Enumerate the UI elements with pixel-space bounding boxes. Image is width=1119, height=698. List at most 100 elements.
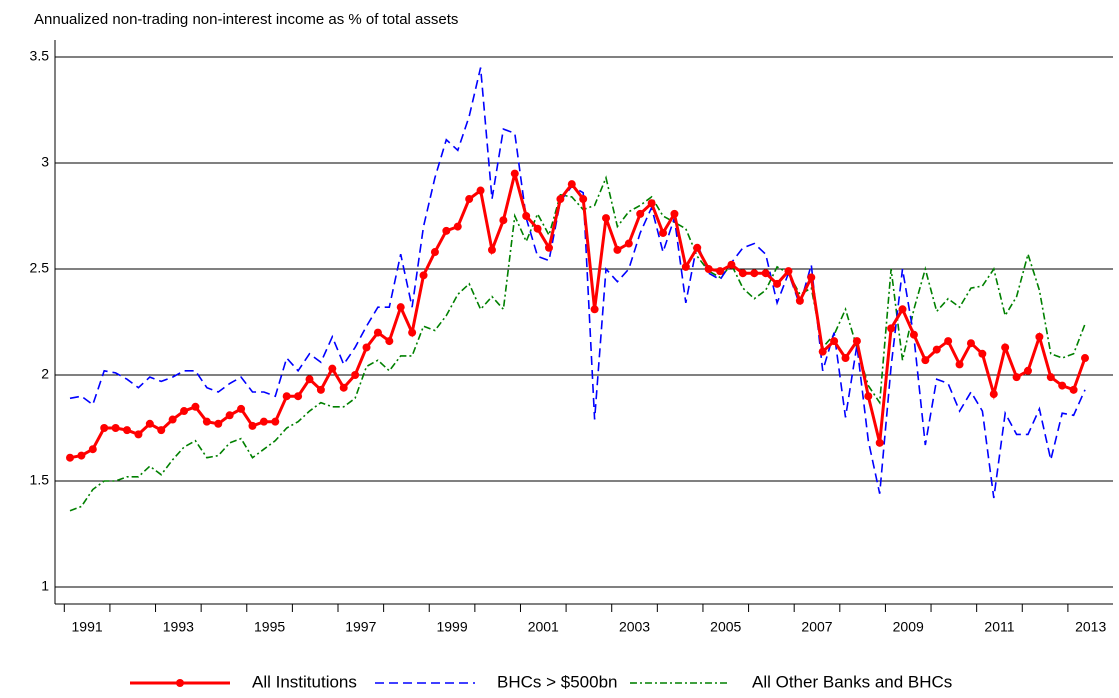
data-point [784, 267, 793, 276]
data-point [191, 402, 200, 411]
data-point [522, 211, 531, 220]
data-point [852, 337, 861, 346]
chart-title: Annualized non-trading non-interest inco… [34, 11, 458, 28]
x-tick-label: 2005 [710, 619, 741, 635]
data-point [237, 404, 246, 413]
data-point [453, 222, 462, 231]
data-point [830, 337, 839, 346]
data-point [1058, 381, 1067, 390]
data-point [761, 269, 770, 278]
data-point [510, 169, 519, 178]
data-point [978, 349, 987, 358]
data-point [339, 383, 348, 392]
x-tick-label: 2007 [801, 619, 832, 635]
data-point [476, 186, 485, 195]
data-point [271, 417, 280, 426]
data-point [1023, 366, 1032, 375]
data-point [362, 343, 371, 352]
x-tick-label: 1993 [163, 619, 194, 635]
series-line [69, 175, 1086, 512]
data-point [145, 419, 154, 428]
data-point [533, 224, 542, 233]
legend-marker [176, 679, 184, 687]
data-point [807, 273, 816, 282]
data-point [168, 415, 177, 424]
y-tick-label: 1.5 [30, 472, 50, 488]
data-point [305, 375, 314, 384]
data-point [499, 216, 508, 225]
data-point [613, 245, 622, 254]
data-point [157, 426, 166, 435]
data-point [316, 385, 325, 394]
data-point [795, 296, 804, 305]
data-point [750, 269, 759, 278]
x-tick-label: 1995 [254, 619, 285, 635]
y-tick-label: 1 [41, 578, 49, 594]
data-point [989, 390, 998, 399]
x-tick-label: 2001 [528, 619, 559, 635]
x-tick-label: 1997 [345, 619, 376, 635]
data-point [1069, 385, 1078, 394]
legend-label: All Other Banks and BHCs [752, 672, 952, 691]
data-point [636, 209, 645, 218]
data-point [77, 451, 86, 460]
data-point [430, 248, 439, 257]
y-tick-label: 2.5 [30, 260, 50, 276]
data-point [442, 226, 451, 235]
data-point [248, 421, 257, 430]
data-point [556, 195, 565, 204]
y-tick-label: 2 [41, 366, 49, 382]
data-point [909, 330, 918, 339]
legend: All Institutions BHCs > $500bn All Other B… [130, 672, 952, 691]
legend-label: All Institutions [252, 672, 357, 691]
data-point [544, 243, 553, 252]
data-point [716, 267, 725, 276]
data-point [704, 264, 713, 273]
data-point [1046, 373, 1055, 382]
data-point [396, 303, 405, 312]
data-point [727, 260, 736, 269]
x-tick-label: 1999 [436, 619, 467, 635]
data-point [841, 354, 850, 363]
data-point [487, 245, 496, 254]
y-tick-label: 3.5 [30, 48, 50, 64]
data-point [579, 195, 588, 204]
x-tick-label: 2011 [984, 619, 1014, 635]
data-point [681, 262, 690, 271]
legend-label: BHCs > $500bn [497, 672, 618, 691]
data-point [738, 269, 747, 278]
data-point [214, 419, 223, 428]
data-point [465, 195, 474, 204]
x-tick-label: 2003 [619, 619, 650, 635]
data-point [875, 438, 884, 447]
data-point [966, 339, 975, 348]
y-tick-label: 3 [41, 154, 49, 170]
data-point [202, 417, 211, 426]
data-point [134, 430, 143, 439]
data-point [408, 328, 417, 337]
data-point [670, 209, 679, 218]
data-point [88, 445, 97, 454]
data-point [1081, 354, 1089, 363]
data-point [693, 243, 702, 252]
data-point [385, 337, 394, 346]
data-point [887, 324, 896, 333]
data-point [773, 279, 782, 288]
data-point [225, 411, 234, 420]
data-point [898, 305, 907, 314]
data-point [1012, 373, 1021, 382]
data-point [373, 328, 382, 337]
data-point [123, 426, 132, 435]
data-point [659, 228, 668, 237]
x-tick-label: 2013 [1075, 619, 1106, 635]
data-point [259, 417, 268, 426]
data-point [328, 364, 337, 373]
data-point [932, 345, 941, 354]
data-point [100, 424, 109, 433]
data-point [955, 360, 964, 369]
data-point [602, 214, 611, 223]
data-point [180, 407, 189, 416]
data-point [944, 337, 953, 346]
data-point [647, 199, 656, 208]
